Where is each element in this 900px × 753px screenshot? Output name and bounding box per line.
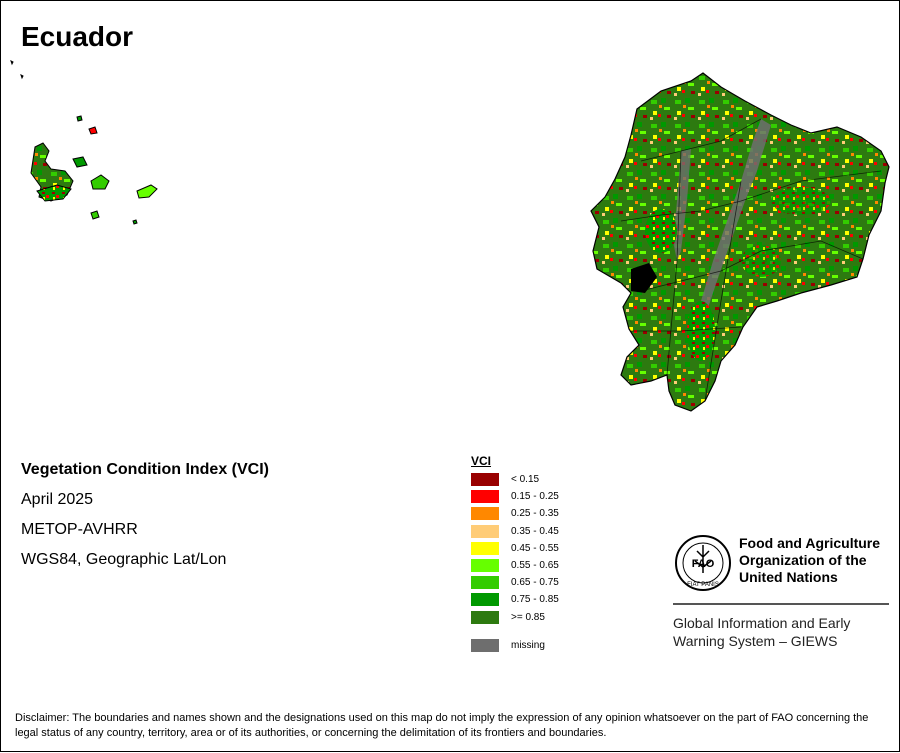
legend-swatch [471,524,499,538]
giews-line1: Global Information and Early [673,615,851,631]
fao-logo-text: FAO [692,558,715,570]
legend-class-row: 0.55 - 0.65 [471,557,559,574]
legend-class-row: 0.35 - 0.45 [471,523,559,540]
map-info: Vegetation Condition Index (VCI) April 2… [21,459,269,579]
legend-swatch [471,576,499,590]
legend-missing-swatch [471,638,499,652]
legend-class-list: < 0.15 0.15 - 0.25 0.25 - 0.35 0.35 - 0.45 0… [471,471,559,626]
giews-label: Global Information and Early Warning Sys… [673,614,889,650]
legend-swatch [471,490,499,504]
legend-swatch [471,507,499,521]
fao-name: Food and Agriculture Organization of the… [739,535,880,586]
legend-label: 0.15 - 0.25 [511,491,559,503]
giews-line2: Warning System – GIEWS [673,633,838,649]
fao-logo-icon: FAO FIAT PANIS [675,535,731,591]
legend-label: 0.75 - 0.85 [511,594,559,606]
index-name: Vegetation Condition Index (VCI) [21,461,269,478]
legend-label: >= 0.85 [511,611,545,623]
legend-class-row: 0.75 - 0.85 [471,591,559,608]
legend-missing-label: missing [511,639,545,651]
fao-divider [673,603,889,605]
fao-logo-motto: FIAT PANIS [687,582,719,588]
mainland-ecuador [590,72,890,412]
legend-label: 0.35 - 0.45 [511,525,559,537]
legend-title: VCI [471,454,492,468]
fao-block: FAO FIAT PANIS Food and Agriculture Orga… [673,533,889,650]
legend-missing: missing [471,637,559,654]
legend-class-row: 0.65 - 0.75 [471,574,559,591]
legend-swatch [471,593,499,607]
legend-label: 0.55 - 0.65 [511,560,559,572]
galapagos-islands [10,60,158,225]
disclaimer: Disclaimer: The boundaries and names sho… [15,712,869,739]
legend-class-row: 0.15 - 0.25 [471,488,559,505]
fao-name-line1: Food and Agriculture [739,535,881,551]
legend-label: 0.25 - 0.35 [511,508,559,520]
fao-name-line2: Organization of the [739,552,867,568]
period: April 2025 [21,491,94,508]
legend-label: 0.65 - 0.75 [511,577,559,589]
legend-class-row: 0.45 - 0.55 [471,540,559,557]
legend-swatch [471,473,499,487]
legend-swatch [471,559,499,573]
legend-class-row: >= 0.85 [471,609,559,626]
fao-name-line3: United Nations [739,569,838,585]
legend-label: < 0.15 [511,474,540,486]
legend: VCI < 0.15 0.15 - 0.25 0.25 - 0.35 0.35 - 0… [471,454,559,654]
legend-swatch [471,610,499,624]
sensor: METOP-AVHRR [21,521,138,538]
legend-swatch [471,541,499,555]
map-title: Ecuador [21,21,134,52]
legend-class-row: < 0.15 [471,471,559,488]
legend-class-row: 0.25 - 0.35 [471,505,559,522]
legend-label: 0.45 - 0.55 [511,542,559,554]
projection: WGS84, Geographic Lat/Lon [21,551,227,568]
